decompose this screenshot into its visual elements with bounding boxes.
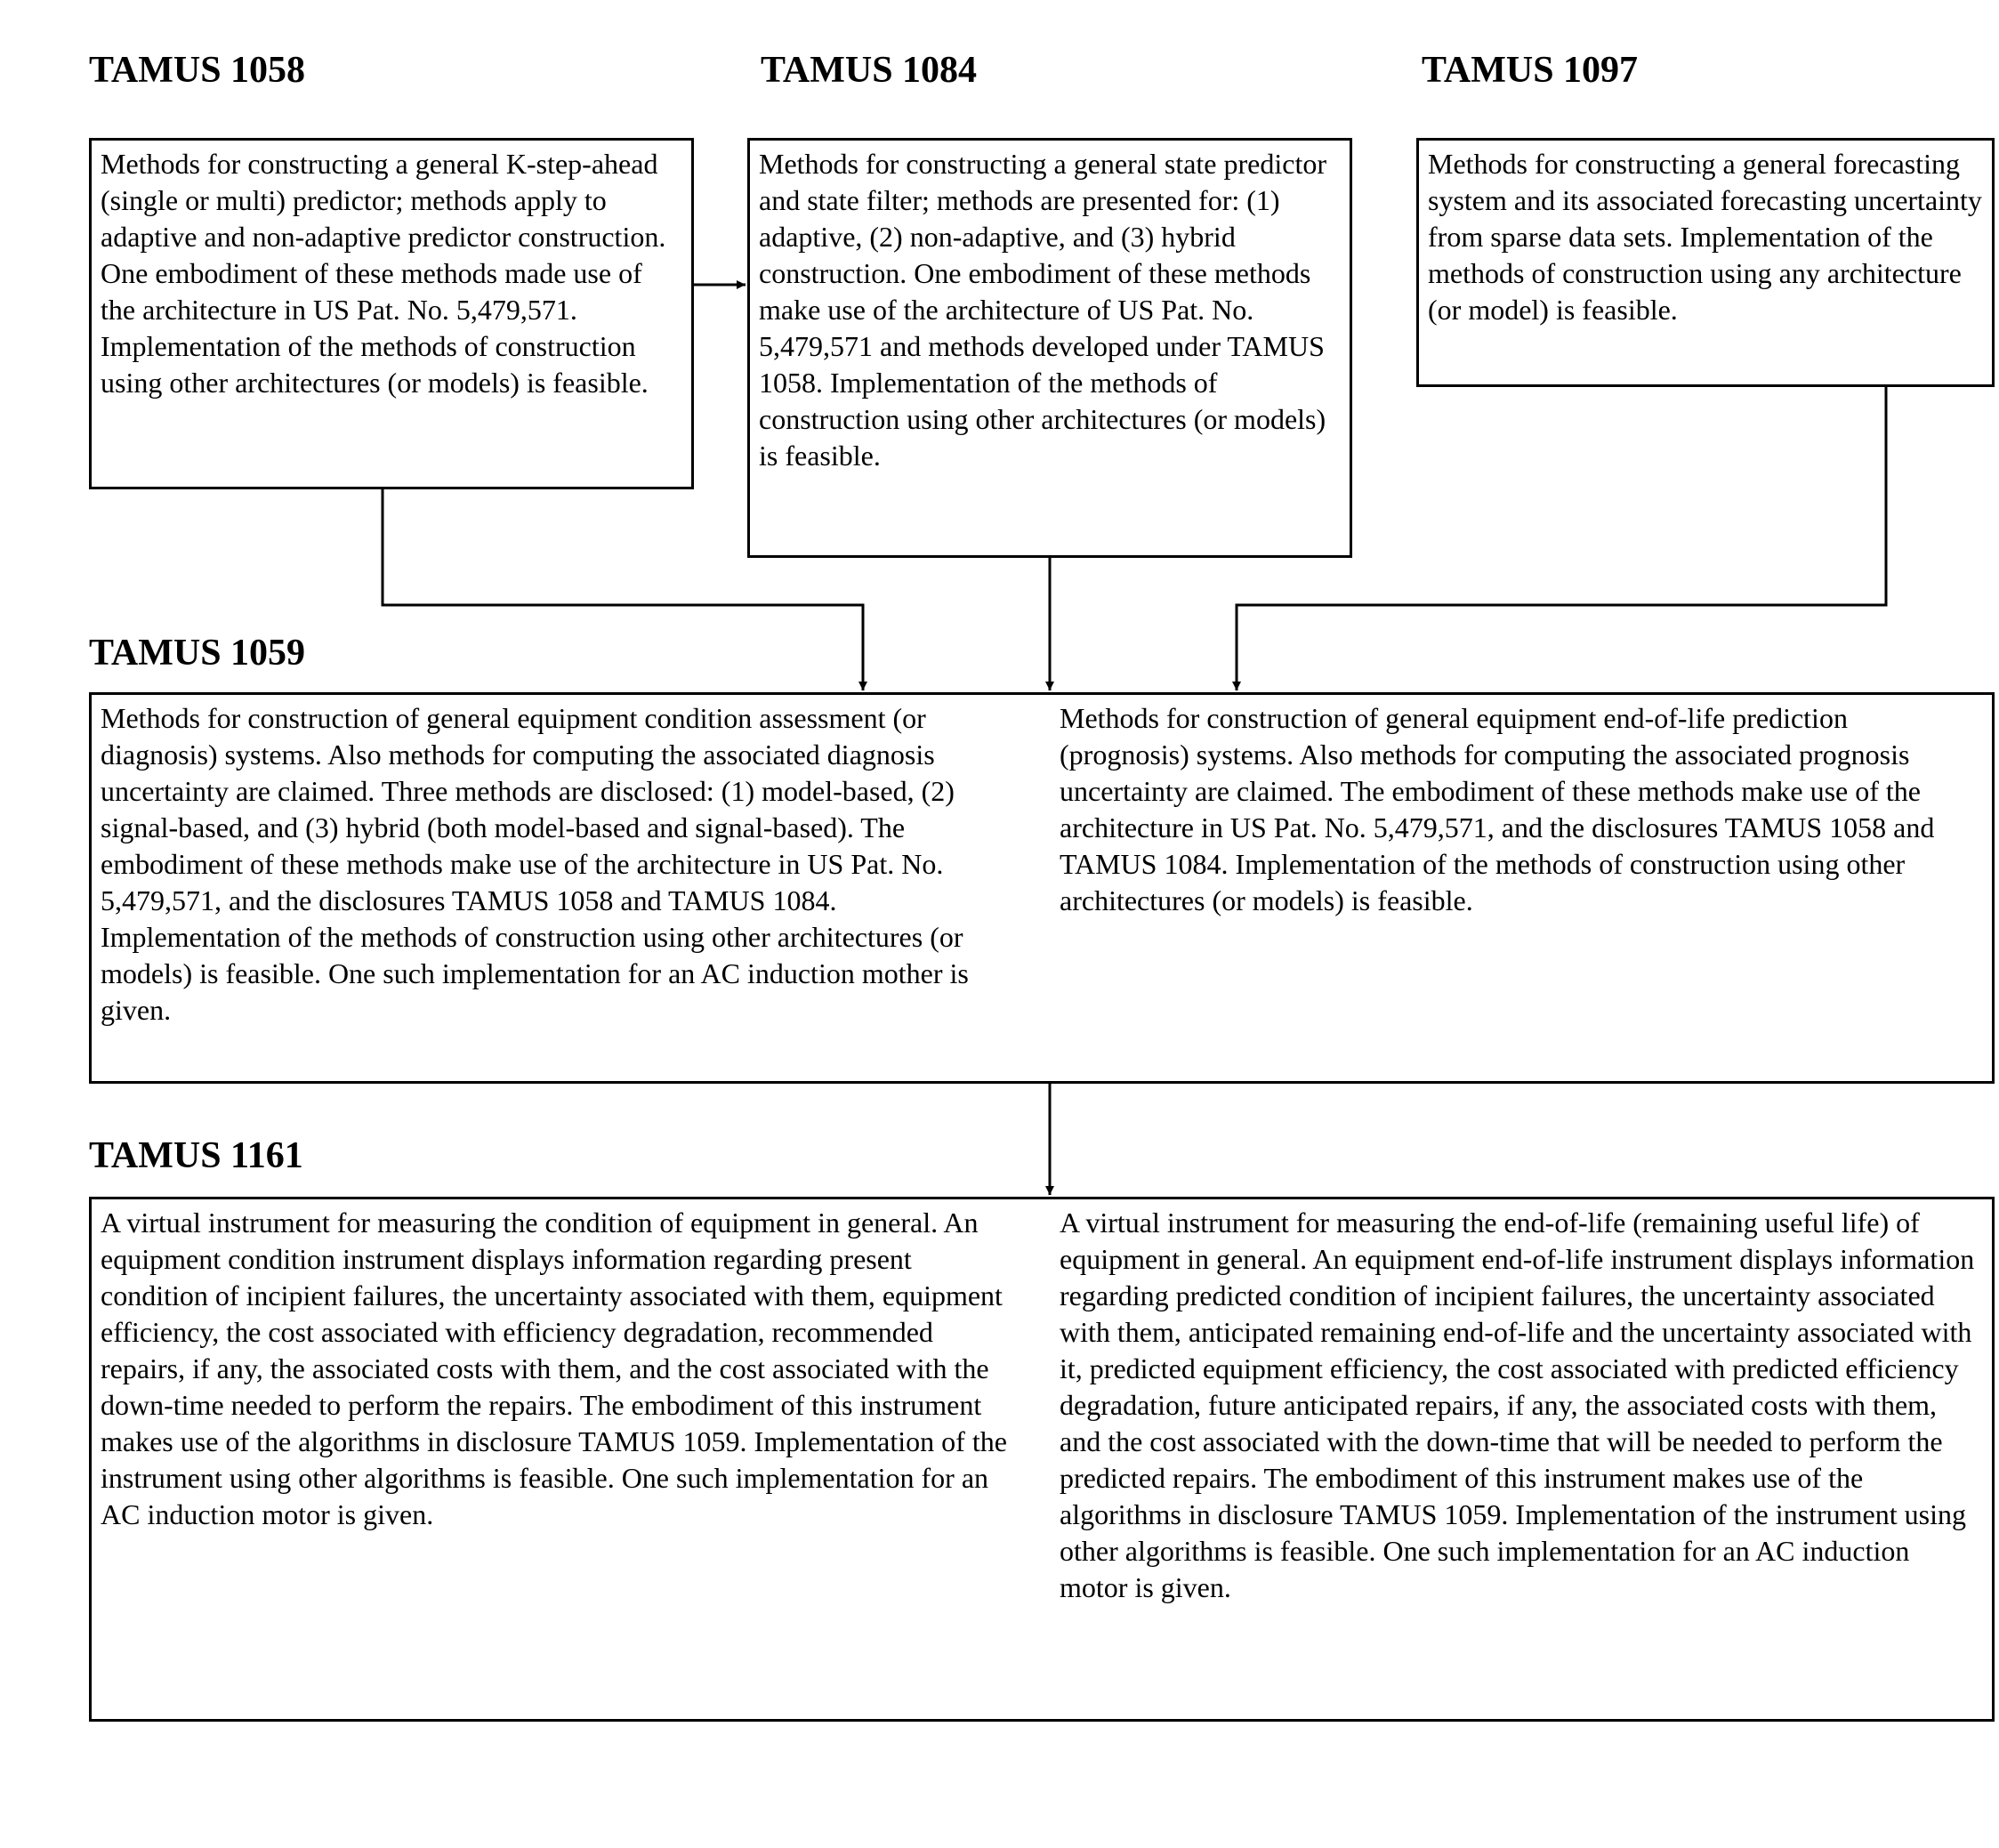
box-text-left: A virtual instrument for measuring the c… xyxy=(101,1205,1024,1605)
box-text-right: A virtual instrument for measuring the e… xyxy=(1060,1205,1983,1605)
title-tamus-1161: TAMUS 1161 xyxy=(89,1134,303,1177)
box-tamus-1084: Methods for constructing a general state… xyxy=(747,138,1352,558)
box-text: Methods for constructing a general state… xyxy=(759,146,1341,474)
title-tamus-1084: TAMUS 1084 xyxy=(761,49,977,92)
box-tamus-1161: A virtual instrument for measuring the c… xyxy=(89,1197,1995,1722)
box-text-right: Methods for construction of general equi… xyxy=(1060,700,1983,1029)
title-tamus-1097: TAMUS 1097 xyxy=(1422,49,1638,92)
box-tamus-1097: Methods for constructing a general forec… xyxy=(1416,138,1995,387)
box-text: Methods for constructing a general K-ste… xyxy=(101,146,682,401)
box-text: Methods for constructing a general forec… xyxy=(1428,146,1983,328)
box-tamus-1059: Methods for construction of general equi… xyxy=(89,692,1995,1084)
title-tamus-1059: TAMUS 1059 xyxy=(89,632,305,674)
title-tamus-1058: TAMUS 1058 xyxy=(89,49,305,92)
box-tamus-1058: Methods for constructing a general K-ste… xyxy=(89,138,694,489)
flowchart-canvas: TAMUS 1058 TAMUS 1084 TAMUS 1097 TAMUS 1… xyxy=(0,0,1999,1848)
box-text-left: Methods for construction of general equi… xyxy=(101,700,1024,1029)
